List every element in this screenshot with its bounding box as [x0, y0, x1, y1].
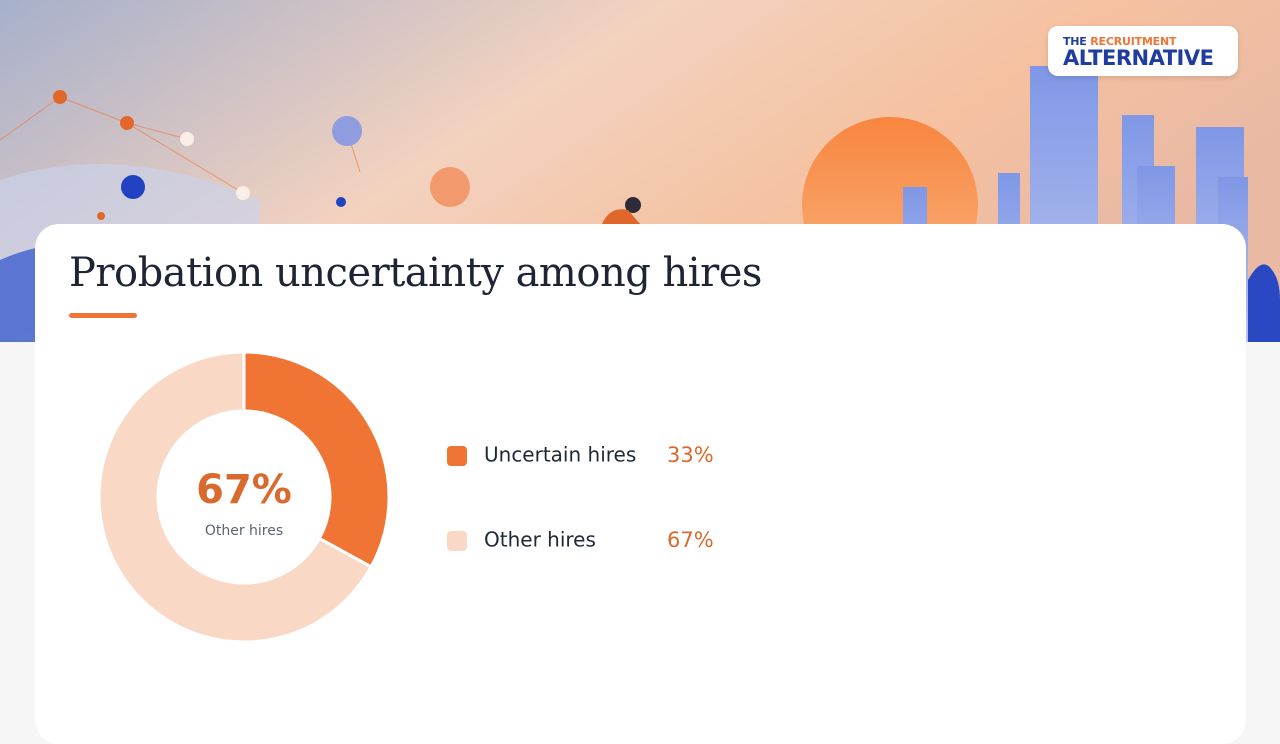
pie-slice	[97, 350, 374, 644]
logo-name: ALTERNATIVE	[1063, 46, 1214, 70]
center-label: Other hires	[205, 523, 283, 539]
legend-value: 67%	[667, 528, 714, 552]
chart-title: Probation uncertainty among hires	[69, 250, 762, 296]
logo: THE RECRUITMENT ALTERNATIVE	[1048, 26, 1238, 76]
chart: 67% Other hires Uncertain hires 33% Other hi…	[97, 350, 714, 644]
legend-swatch	[447, 446, 467, 466]
logo-highlight: RECRUITMENT	[1090, 35, 1177, 48]
center-value: 67%	[196, 467, 292, 513]
logo-top: THE RECRUITMENT	[1063, 35, 1176, 48]
legend-value: 33%	[667, 443, 714, 467]
legend-swatch	[447, 531, 467, 551]
legend-label: Uncertain hires	[484, 443, 636, 467]
logo-prefix: THE	[1063, 35, 1087, 48]
page: THE RECRUITMENT ALTERNATIVE Probation un…	[0, 0, 1280, 642]
pie-slice	[242, 350, 391, 569]
card: Probation uncertainty among hires 67% Oth…	[35, 224, 1246, 744]
legend-label: Other hires	[484, 528, 596, 552]
title-accent	[69, 313, 137, 318]
